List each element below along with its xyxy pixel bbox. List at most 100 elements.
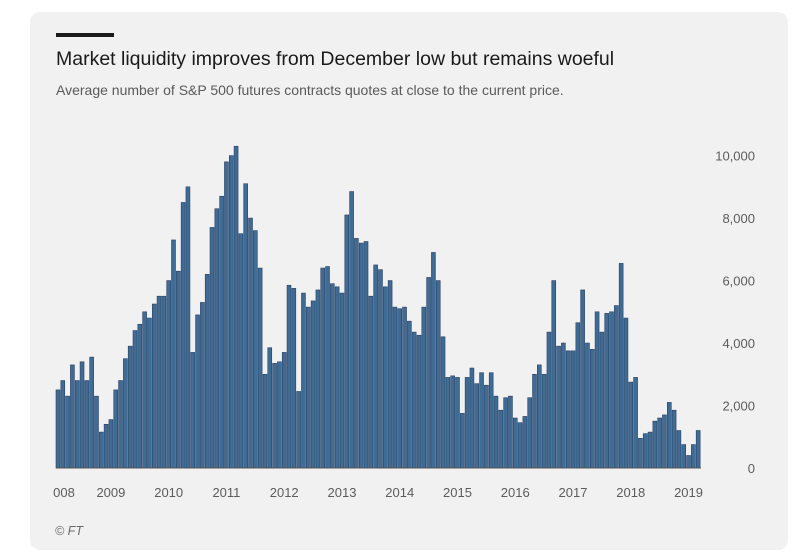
bar — [137, 323, 143, 469]
bar — [570, 350, 576, 469]
bar — [228, 155, 234, 469]
bar — [156, 295, 162, 469]
y-tick-label: 6,000 — [722, 274, 755, 289]
bar — [508, 395, 513, 469]
bar — [185, 186, 191, 469]
x-tick-label: 2018 — [616, 485, 645, 500]
bar — [618, 263, 624, 469]
bar — [55, 389, 61, 469]
bar — [305, 306, 311, 469]
bar — [488, 372, 494, 469]
bar — [267, 347, 273, 469]
bar — [450, 375, 455, 469]
bar — [166, 280, 171, 469]
bar — [330, 283, 335, 469]
bar — [195, 314, 200, 469]
bar — [378, 269, 383, 469]
bar — [440, 336, 446, 469]
bar — [325, 266, 330, 469]
bar — [421, 306, 427, 469]
bar — [161, 295, 167, 469]
bar — [238, 233, 244, 469]
bar — [286, 284, 292, 469]
bar — [103, 423, 109, 469]
bar — [589, 348, 595, 469]
x-tick-label: 2011 — [212, 485, 240, 500]
bar — [623, 317, 629, 469]
x-tick-label: 2014 — [385, 485, 414, 500]
bar — [392, 306, 398, 469]
bar — [320, 267, 325, 469]
bar — [339, 292, 345, 469]
bar — [681, 444, 687, 469]
bar — [575, 322, 581, 469]
bar — [479, 372, 484, 469]
bar — [214, 208, 220, 469]
y-tick-label: 4,000 — [722, 336, 755, 351]
bar — [142, 311, 147, 469]
bar — [647, 431, 653, 469]
bar — [460, 413, 465, 469]
bar — [118, 380, 123, 469]
bar — [614, 305, 619, 469]
x-tick-label: 2017 — [559, 485, 588, 500]
bar — [402, 306, 407, 469]
bar — [695, 430, 701, 469]
bar — [662, 414, 667, 469]
bar — [551, 280, 557, 469]
bar — [527, 397, 532, 469]
bar — [113, 389, 119, 469]
x-tick-label: 2010 — [154, 485, 183, 500]
bar — [585, 342, 590, 469]
bar — [604, 313, 609, 469]
bar — [445, 377, 451, 469]
source-credit: © FT — [55, 524, 83, 538]
bar — [484, 384, 489, 469]
bar — [123, 358, 128, 469]
y-tick-label: 10,000 — [715, 149, 755, 164]
bar — [70, 364, 75, 469]
bar — [248, 217, 253, 469]
bar — [132, 330, 138, 469]
bar — [671, 409, 677, 469]
bar — [652, 420, 658, 469]
bar — [301, 292, 306, 469]
bars-group — [55, 145, 701, 469]
bar — [667, 402, 672, 469]
bar — [224, 161, 229, 469]
bar — [416, 334, 422, 469]
bar — [628, 381, 634, 469]
bar — [512, 417, 518, 469]
bar — [296, 391, 301, 469]
bar — [580, 289, 585, 469]
bar — [349, 191, 354, 469]
bar — [243, 183, 248, 469]
bar — [561, 342, 566, 469]
bar — [537, 364, 542, 469]
bar — [546, 331, 552, 469]
bar — [89, 356, 94, 469]
bar — [354, 238, 359, 469]
bar — [310, 300, 316, 469]
bar — [233, 145, 239, 469]
bar — [253, 230, 258, 469]
x-axis: 008 2009 2010 2011 2012 2013 2014 2015 2016 2017 2… — [53, 485, 703, 500]
bar — [541, 373, 547, 469]
bar — [74, 380, 80, 469]
bar — [291, 288, 297, 469]
bar — [431, 252, 436, 469]
bar — [565, 350, 571, 469]
bar — [464, 377, 470, 469]
bar — [108, 419, 114, 469]
bar — [262, 373, 268, 469]
bar — [272, 363, 277, 469]
bar — [556, 345, 561, 469]
bar — [407, 320, 412, 469]
bar — [657, 417, 662, 469]
bar — [84, 380, 90, 469]
bar — [686, 455, 691, 469]
bar — [315, 289, 321, 469]
bar — [281, 352, 287, 469]
bar — [204, 274, 210, 469]
bar — [373, 264, 378, 469]
